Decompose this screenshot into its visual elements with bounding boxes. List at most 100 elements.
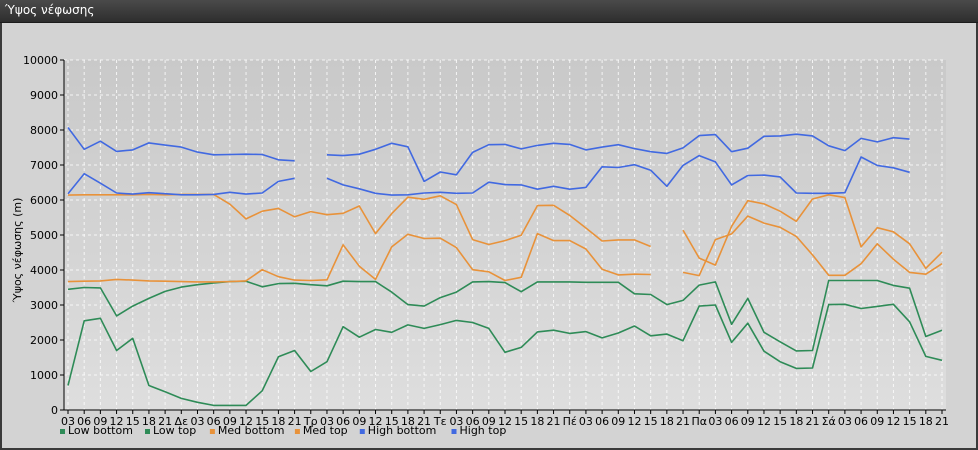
y-tick-label: 4000 [30,264,58,277]
series-line-low-top [67,279,943,352]
legend-swatch [60,429,65,434]
legend-swatch [359,429,365,434]
x-tick-label: 03 [190,415,204,428]
x-tick-label: 12 [498,415,512,428]
y-tick-label: 5000 [30,229,58,242]
x-tick-label: 12 [110,415,124,428]
series-med-top [67,193,943,270]
y-tick-label: 10000 [23,54,58,67]
x-tick-label: 09 [93,415,107,428]
legend-swatch [451,429,457,434]
series-low-top [67,279,943,352]
y-tick-label: 2000 [30,334,58,347]
x-tick-label: 09 [352,415,366,428]
legend-item-low-bottom: Low bottom [60,424,133,437]
title-bar: Ύψος νέφωσης [0,0,978,23]
legend-label: High top [460,424,507,437]
y-tick-label: 7000 [30,159,58,172]
series-line-med-bottom [682,215,943,277]
legend-label: High bottom [368,424,437,437]
series-low-bottom [67,303,943,407]
x-tick-label: 03 [838,415,852,428]
legend: Low bottom Low top Med bottom Med top High b… [60,424,506,437]
x-tick-label: 21 [676,415,690,428]
x-tick-label: 09 [741,415,755,428]
legend-item-med-bottom: Med bottom [209,424,285,437]
x-tick-label: Πέ [563,415,577,428]
legend-swatch [294,429,300,434]
window-title: Ύψος νέφωσης [5,3,95,17]
legend-swatch [145,429,150,434]
x-tick-label: 09 [482,415,496,428]
x-tick-label: 06 [595,415,609,428]
grid [64,59,946,411]
y-tick-label: 9000 [30,89,58,102]
legend-swatch [209,429,215,434]
x-tick-label: 15 [514,415,528,428]
x-tick-label: 18 [271,415,285,428]
x-tick-label: 15 [903,415,917,428]
x-tick-label: 21 [158,415,172,428]
y-tick-label: 8000 [30,124,58,137]
x-tick-label: 12 [886,415,900,428]
x-tick-label: 06 [336,415,350,428]
x-tick-label: 21 [288,415,302,428]
series-line-high-bottom [67,172,295,196]
x-tick-label: 06 [725,415,739,428]
x-tick-label: 21 [806,415,820,428]
legend-item-high-bottom: High bottom [359,424,437,437]
x-tick-label: Σά [822,415,836,428]
x-tick-label: 18 [660,415,674,428]
y-tick-label: 6000 [30,194,58,207]
y-axis-label: Ύψος νέφωσης (m) [11,198,24,304]
series-line-high-top [326,133,910,183]
series-line-med-top [682,194,943,270]
x-tick-label: 03 [320,415,334,428]
x-tick-label: 21 [935,415,949,428]
series-line-med-bottom [67,232,651,283]
series-line-low-bottom [67,303,943,407]
x-tick-label: Τε [433,415,447,428]
x-tick-label: 18 [401,415,415,428]
x-tick-label: 12 [757,415,771,428]
legend-label: Med bottom [218,424,285,437]
x-tick-label: 18 [530,415,544,428]
x-tick-label: 21 [547,415,561,428]
series-line-med-top [67,193,652,248]
cloud-height-chart: 0 1000 2000 3000 4000 5000 6000 7000 8000 9000 100… [11,54,949,437]
legend-label: Low top [153,424,196,437]
x-tick-label: 03 [61,415,75,428]
x-tick-label: 06 [207,415,221,428]
x-tick-label: 12 [369,415,383,428]
x-tick-label: Δε [175,415,189,428]
series-line-high-bottom [326,154,910,196]
series-lines [67,127,943,407]
axes: 0 1000 2000 3000 4000 5000 6000 7000 8000 9000 100… [23,54,949,428]
x-tick-label: 06 [854,415,868,428]
x-tick-label: 15 [385,415,399,428]
legend-label: Med top [303,424,348,437]
legend-item-low-top: Low top [145,424,196,437]
x-tick-label: Τρ [303,415,318,428]
y-tick-label: 3000 [30,299,58,312]
x-tick-label: 09 [611,415,625,428]
x-tick-label: Πα [691,415,707,428]
x-tick-label: 03 [579,415,593,428]
x-tick-label: 15 [644,415,658,428]
legend-label: Low bottom [68,424,133,437]
x-tick-label: 12 [627,415,641,428]
series-high-top [67,127,910,183]
x-tick-label: 21 [417,415,431,428]
chart-panel: 0 1000 2000 3000 4000 5000 6000 7000 8000 9000 100… [2,23,976,448]
x-tick-label: 12 [239,415,253,428]
x-tick-label: 06 [466,415,480,428]
x-tick-label: 15 [773,415,787,428]
x-tick-label: 18 [142,415,156,428]
x-tick-label: 03 [449,415,463,428]
series-med-bottom [67,215,943,283]
y-tick-label: 0 [51,404,58,417]
series-high-bottom [67,154,910,196]
x-tick-label: 09 [870,415,884,428]
x-tick-label: 09 [223,415,237,428]
